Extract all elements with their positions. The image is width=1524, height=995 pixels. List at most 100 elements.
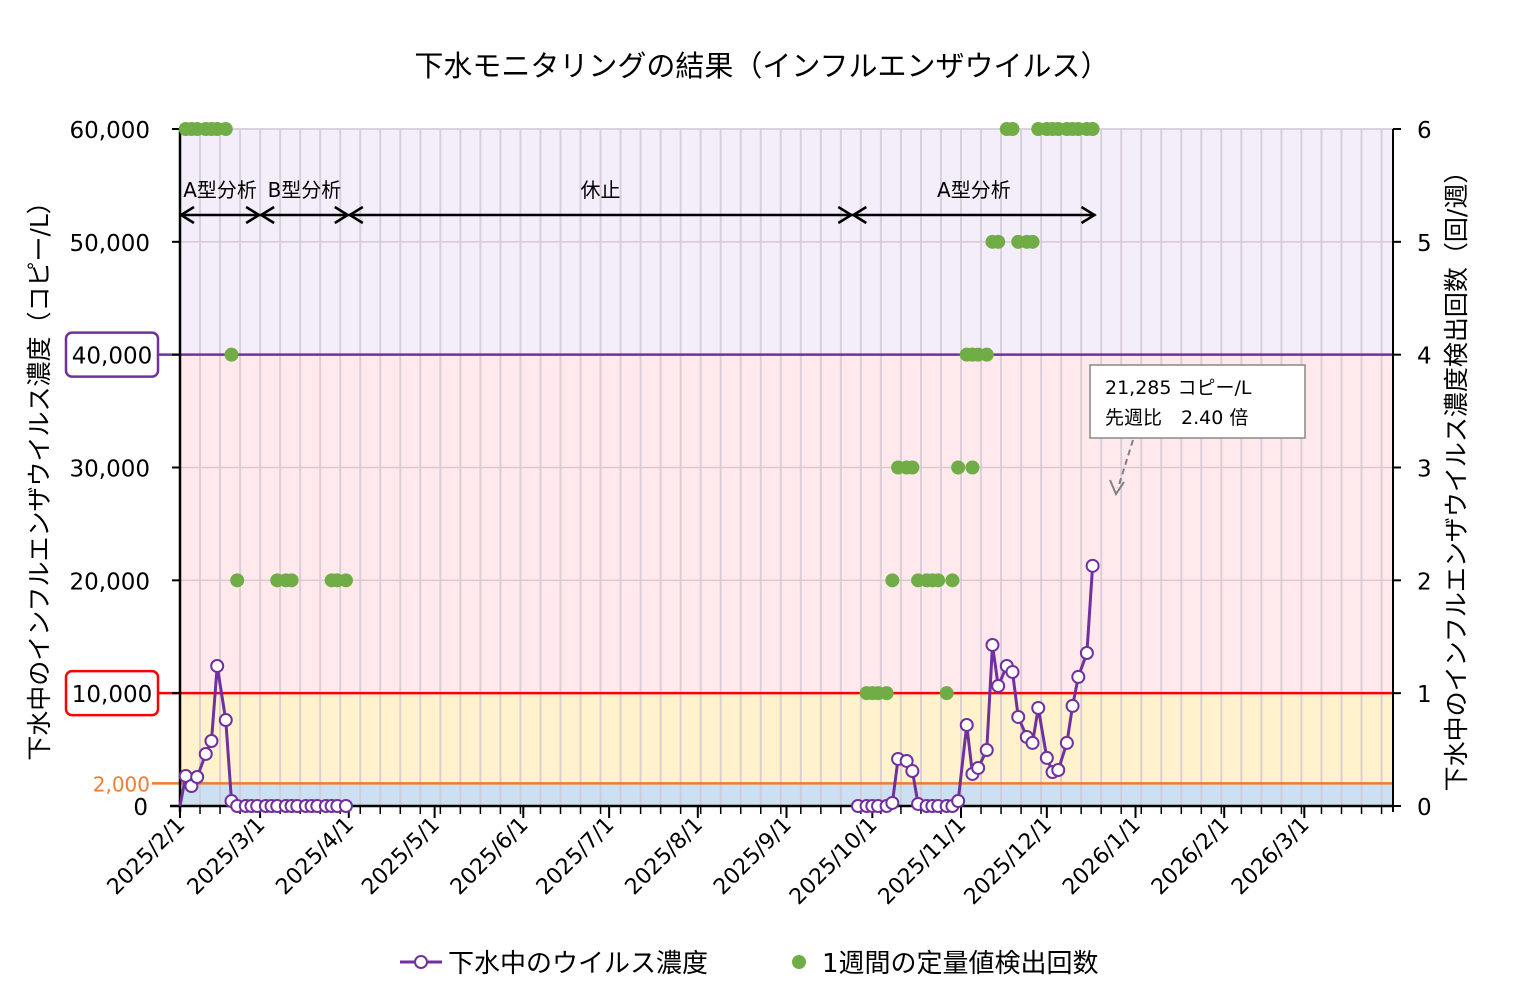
detection-point — [1085, 122, 1100, 136]
concentration-point — [1065, 698, 1080, 713]
y2-tick-label: 3 — [1417, 457, 1432, 483]
y-axis-title: 下水中のインフルエンザウイルス濃度（コピー/L） — [25, 189, 54, 761]
detection-point — [939, 686, 954, 701]
y2-tick-label: 4 — [1417, 344, 1432, 370]
concentration-point — [210, 658, 225, 673]
concentration-point — [899, 753, 914, 768]
threshold-label: 10,000 — [72, 682, 152, 708]
period-label: A型分析 — [937, 178, 1011, 202]
detection-point — [965, 460, 980, 475]
callout-line2: 先週比 2.40 倍 — [1105, 407, 1248, 429]
concentration-point — [959, 717, 974, 732]
x-tick-label: 2025/3/1 — [183, 813, 271, 901]
period-label: B型分析 — [268, 178, 342, 202]
concentration-point — [1025, 735, 1040, 750]
concentration-point — [1005, 664, 1020, 679]
concentration-point — [1079, 645, 1094, 660]
concentration-point — [1031, 700, 1046, 715]
y-tick-label: 60,000 — [70, 118, 150, 144]
y-tick-label: 20,000 — [70, 569, 150, 595]
concentration-point — [885, 795, 900, 810]
concentration-point — [190, 770, 205, 785]
legend-detections: 1週間の定量値検出回数 — [822, 949, 1099, 979]
y2-tick-label: 2 — [1417, 569, 1432, 595]
threshold-label: 2,000 — [93, 772, 150, 796]
x-tick-label: 2025/9/1 — [709, 813, 797, 901]
threshold-label-box — [64, 331, 160, 378]
threshold-label: 40,000 — [72, 344, 152, 370]
concentration-point — [338, 799, 353, 813]
concentration-point — [218, 713, 233, 728]
period-label: A型分析 — [183, 178, 257, 202]
detection-point — [224, 347, 239, 362]
x-tick-label: 2025/7/1 — [532, 813, 620, 901]
x-tick-label: 2025/11/1 — [874, 813, 971, 910]
x-tick-label: 2025/2/1 — [103, 813, 191, 901]
y-tick-label: 50,000 — [70, 231, 150, 257]
detection-count-series — [178, 122, 1100, 701]
threshold-lines: 40,000 10,000 2,000 — [64, 331, 1393, 796]
concentration-point — [1051, 763, 1066, 778]
detection-point — [284, 573, 299, 588]
concentration-point — [905, 764, 920, 779]
callout-arrow — [1117, 439, 1134, 489]
x-tick-label: 2026/1/1 — [1058, 813, 1146, 901]
concentration-point — [204, 734, 219, 749]
x-tick-label: 2026/2/1 — [1147, 813, 1235, 901]
legend-green-marker — [792, 955, 806, 969]
y-tick-label: 0 — [133, 795, 148, 821]
detection-point — [338, 573, 353, 588]
concentration-series — [178, 558, 1100, 813]
detection-point — [979, 347, 994, 362]
detection-point — [1005, 122, 1020, 136]
concentration-point — [1071, 669, 1086, 684]
detection-point — [879, 686, 894, 701]
concentration-point — [1085, 558, 1100, 573]
legend-concentration: 下水中のウイルス濃度 — [448, 949, 708, 979]
band — [180, 693, 1393, 784]
detection-point — [885, 573, 900, 588]
callout: 21,285 コピー/L 先週比 2.40 倍 — [1089, 364, 1306, 497]
x-tick-label: 2025/5/1 — [357, 813, 445, 901]
chart-title: 下水モニタリングの結果（インフルエンザウイルス） — [414, 49, 1109, 83]
y2-axis-title: 下水中のインフルエンザウイルス濃度検出回数（回/週） — [1442, 159, 1471, 792]
x-tick-label: 2025/12/1 — [960, 813, 1057, 910]
concentration-point — [1059, 735, 1074, 750]
x-tick-label: 2025/6/1 — [446, 813, 534, 901]
period-label: 休止 — [581, 178, 621, 202]
concentration-point — [991, 678, 1006, 693]
y2-tick-label: 0 — [1417, 795, 1432, 821]
x-tick-label: 2025/4/1 — [271, 813, 359, 901]
concentration-point — [971, 760, 986, 775]
detection-point — [230, 573, 245, 588]
concentration-point — [979, 743, 994, 758]
threshold-label-box — [64, 669, 160, 717]
y2-tick-label: 6 — [1417, 118, 1432, 144]
concentration-point — [198, 746, 213, 761]
y2-tick-label: 1 — [1417, 682, 1432, 708]
callout-box — [1089, 364, 1306, 439]
concentration-point — [1011, 709, 1026, 724]
detection-point — [991, 234, 1006, 249]
callout-arrowhead-icon — [1109, 479, 1125, 497]
legend-circle-marker — [414, 955, 428, 969]
x-tick-label: 2026/3/1 — [1227, 813, 1315, 901]
period-arrowhead-icon — [850, 205, 1097, 225]
y-tick-label: 30,000 — [70, 457, 150, 483]
x-tick-label: 2025/10/1 — [785, 813, 882, 910]
concentration-point — [985, 637, 1000, 652]
concentration-point — [951, 794, 966, 809]
detection-point — [931, 573, 946, 588]
concentration-point — [1039, 750, 1054, 765]
period-annotations: A型分析 B型分析 休止 A型分析 — [178, 178, 1097, 225]
legend: 下水中のウイルス濃度 1週間の定量値検出回数 — [400, 949, 1099, 979]
callout-line1: 21,285 コピー/L — [1105, 377, 1252, 399]
detection-point — [945, 573, 960, 588]
detection-point — [218, 122, 233, 136]
detection-point — [1025, 234, 1040, 249]
band — [180, 783, 1393, 806]
x-tick-label: 2025/8/1 — [621, 813, 709, 901]
y2-tick-label: 5 — [1417, 231, 1432, 257]
detection-point — [951, 460, 966, 475]
